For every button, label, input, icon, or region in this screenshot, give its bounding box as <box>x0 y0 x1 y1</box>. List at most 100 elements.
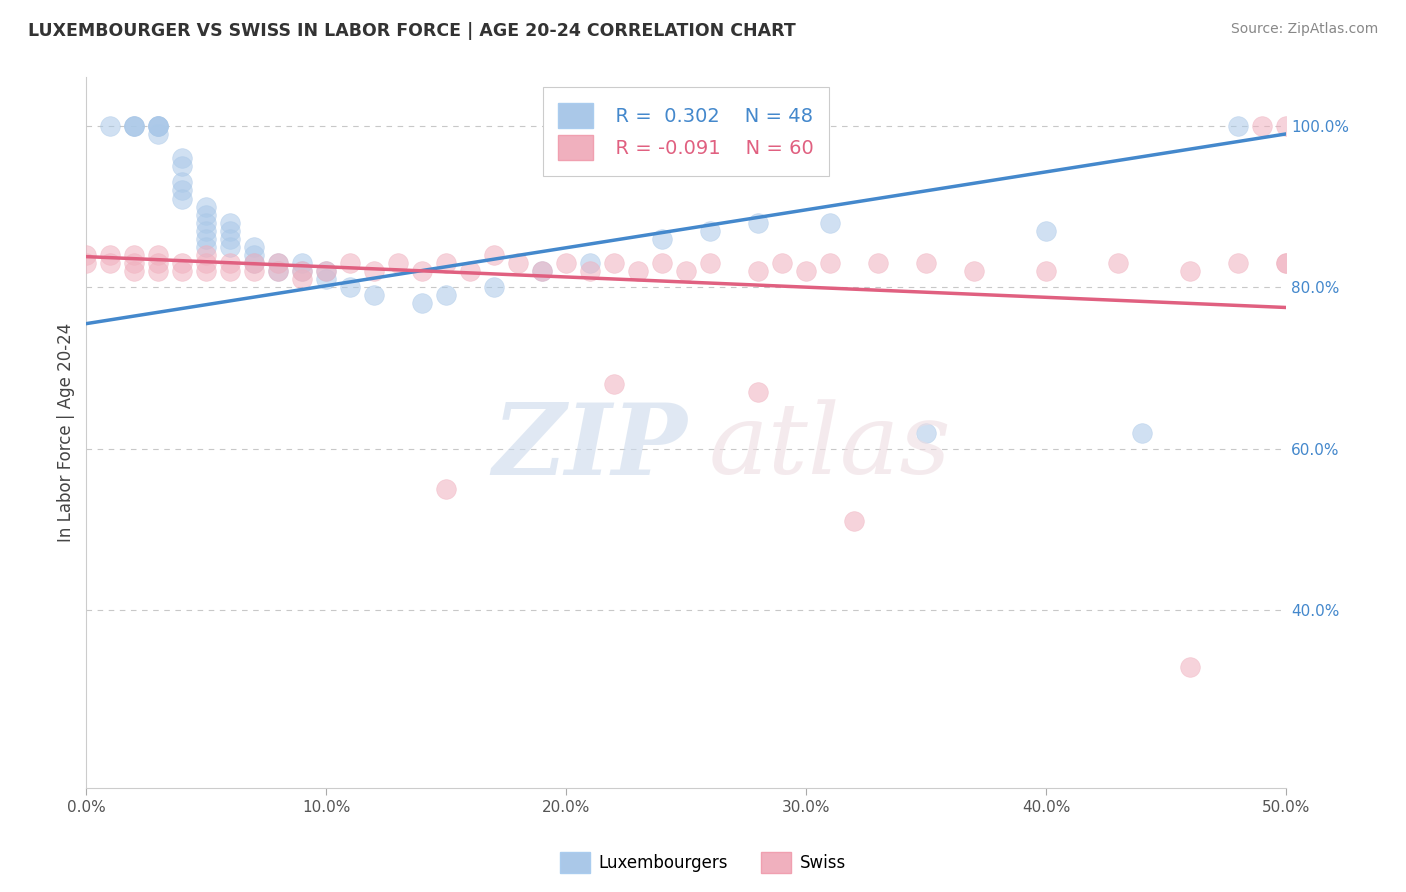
Point <box>75 256 97 270</box>
Point <box>243 240 266 254</box>
Point <box>699 224 721 238</box>
Point <box>195 224 218 238</box>
Point <box>315 272 337 286</box>
Point <box>75 248 97 262</box>
Point <box>172 159 194 173</box>
Point <box>98 248 121 262</box>
Point <box>98 119 121 133</box>
Point <box>148 248 170 262</box>
Point <box>172 175 194 189</box>
Point <box>98 256 121 270</box>
Text: atlas: atlas <box>709 399 952 494</box>
Point <box>651 232 673 246</box>
Point <box>747 216 769 230</box>
Point <box>195 208 218 222</box>
Point <box>818 216 841 230</box>
Point <box>1035 264 1057 278</box>
Point <box>1130 425 1153 440</box>
Point <box>434 288 457 302</box>
Point <box>267 256 290 270</box>
Text: LUXEMBOURGER VS SWISS IN LABOR FORCE | AGE 20-24 CORRELATION CHART: LUXEMBOURGER VS SWISS IN LABOR FORCE | A… <box>28 22 796 40</box>
Point <box>172 151 194 165</box>
Point <box>172 256 194 270</box>
Point <box>411 296 433 310</box>
Point <box>148 119 170 133</box>
Point <box>434 256 457 270</box>
Point <box>291 272 314 286</box>
Point <box>124 119 146 133</box>
Point <box>651 256 673 270</box>
Point <box>363 264 385 278</box>
Point <box>124 248 146 262</box>
Point <box>148 256 170 270</box>
Point <box>603 377 626 392</box>
Point <box>315 264 337 278</box>
Point <box>243 256 266 270</box>
Point <box>818 256 841 270</box>
Point <box>267 256 290 270</box>
Point <box>603 256 626 270</box>
Point <box>482 280 505 294</box>
Point <box>339 256 361 270</box>
Point <box>411 264 433 278</box>
Point <box>195 200 218 214</box>
Point <box>243 248 266 262</box>
Point <box>219 216 242 230</box>
Point <box>243 264 266 278</box>
Point <box>195 240 218 254</box>
Point <box>243 256 266 270</box>
Point <box>482 248 505 262</box>
Point <box>219 264 242 278</box>
Point <box>291 256 314 270</box>
Point <box>195 216 218 230</box>
Point <box>747 385 769 400</box>
Point <box>434 482 457 496</box>
Point <box>579 256 602 270</box>
Point <box>148 119 170 133</box>
Point <box>291 264 314 278</box>
Text: Source: ZipAtlas.com: Source: ZipAtlas.com <box>1230 22 1378 37</box>
Point <box>458 264 481 278</box>
Point <box>915 256 938 270</box>
Point <box>1178 264 1201 278</box>
Point <box>1035 224 1057 238</box>
Point <box>339 280 361 294</box>
Point <box>699 256 721 270</box>
Point <box>1226 256 1249 270</box>
Point <box>195 264 218 278</box>
Point <box>555 256 578 270</box>
Point <box>148 119 170 133</box>
Point <box>267 264 290 278</box>
Point <box>675 264 697 278</box>
Point <box>219 240 242 254</box>
Point <box>291 264 314 278</box>
Point <box>195 232 218 246</box>
Point <box>387 256 409 270</box>
Point <box>531 264 554 278</box>
Point <box>219 256 242 270</box>
Point <box>172 192 194 206</box>
Point <box>363 288 385 302</box>
Point <box>915 425 938 440</box>
Y-axis label: In Labor Force | Age 20-24: In Labor Force | Age 20-24 <box>58 323 75 542</box>
Point <box>579 264 602 278</box>
Point <box>172 264 194 278</box>
Point <box>508 256 530 270</box>
Point <box>1275 119 1298 133</box>
Point <box>148 119 170 133</box>
Legend:   R =  0.302    N = 48,   R = -0.091    N = 60: R = 0.302 N = 48, R = -0.091 N = 60 <box>543 87 830 176</box>
Point <box>195 256 218 270</box>
Point <box>770 256 793 270</box>
Point <box>219 224 242 238</box>
Point <box>124 119 146 133</box>
Point <box>1251 119 1274 133</box>
Point <box>124 256 146 270</box>
Point <box>794 264 817 278</box>
Point <box>1178 659 1201 673</box>
Text: ZIP: ZIP <box>492 399 688 495</box>
Point <box>148 264 170 278</box>
Point <box>842 515 865 529</box>
Point <box>124 119 146 133</box>
Point <box>1275 256 1298 270</box>
Point <box>868 256 890 270</box>
